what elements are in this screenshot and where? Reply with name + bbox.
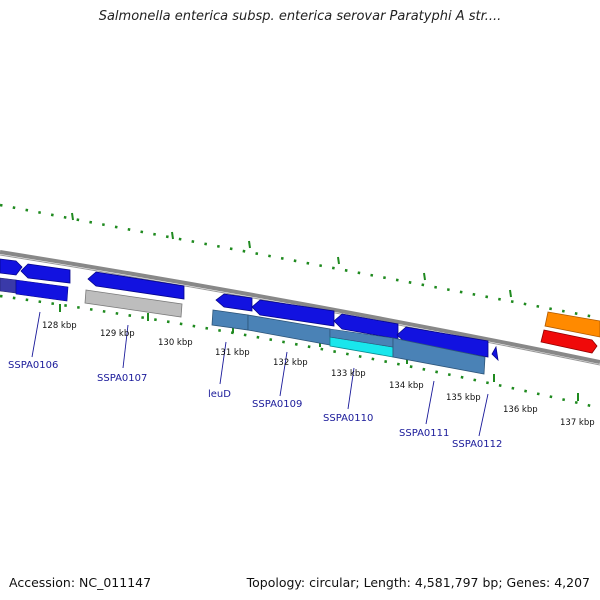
map-title: Salmonella enterica subsp. enterica sero… (98, 9, 502, 24)
genome-summary-text: Topology: circular; Length: 4,581,797 bp… (246, 575, 590, 590)
ruler-tick-label: 128 kbp (42, 321, 77, 331)
gene-bar[interactable] (0, 277, 17, 294)
gene-label[interactable]: SSPA0109 (252, 399, 302, 410)
cds-arrow[interactable] (251, 299, 335, 327)
cds-arrow[interactable] (20, 263, 71, 284)
feature-orange[interactable] (544, 311, 600, 338)
ruler-tick-label: 135 kbp (446, 393, 481, 403)
gene-bar-gray[interactable] (84, 289, 183, 318)
ruler-tick-label: 137 kbp (560, 418, 595, 428)
ruler-tick-label: 130 kbp (158, 338, 193, 348)
gene-bar[interactable] (15, 279, 69, 302)
cds-arrow[interactable] (333, 313, 399, 340)
ruler-tick-label: 132 kbp (273, 358, 308, 368)
outer-major-ticks (71, 212, 512, 298)
accession-text: Accession: NC_011147 (9, 575, 152, 590)
gene-label[interactable]: SSPA0107 (97, 373, 147, 384)
label-leaders (31, 311, 489, 437)
cds-arrow[interactable] (0, 258, 23, 276)
ruler-tick-label: 134 kbp (389, 381, 424, 391)
ruler-tick-label: 136 kbp (503, 405, 538, 415)
genome-backbone[interactable] (0, 250, 600, 364)
ruler-tick-label: 129 kbp (100, 329, 135, 339)
cds-arrow[interactable] (87, 271, 185, 300)
cds-arrow[interactable] (215, 293, 253, 312)
gene-label[interactable]: SSPA0110 (323, 413, 373, 424)
gene-bar-steel[interactable] (211, 309, 249, 331)
gene-label[interactable]: SSPA0106 (8, 360, 58, 371)
feature-red[interactable] (540, 329, 598, 354)
ruler-tick-label: 133 kbp (331, 369, 366, 379)
gene-bar-steel[interactable] (392, 337, 486, 375)
small-cds-arrow[interactable] (491, 345, 499, 362)
gene-label[interactable]: SSPA0112 (452, 439, 502, 450)
gene-label[interactable]: SSPA0111 (399, 428, 449, 439)
gene-label[interactable]: leuD (208, 389, 231, 400)
ruler-tick-label: 131 kbp (215, 348, 250, 358)
